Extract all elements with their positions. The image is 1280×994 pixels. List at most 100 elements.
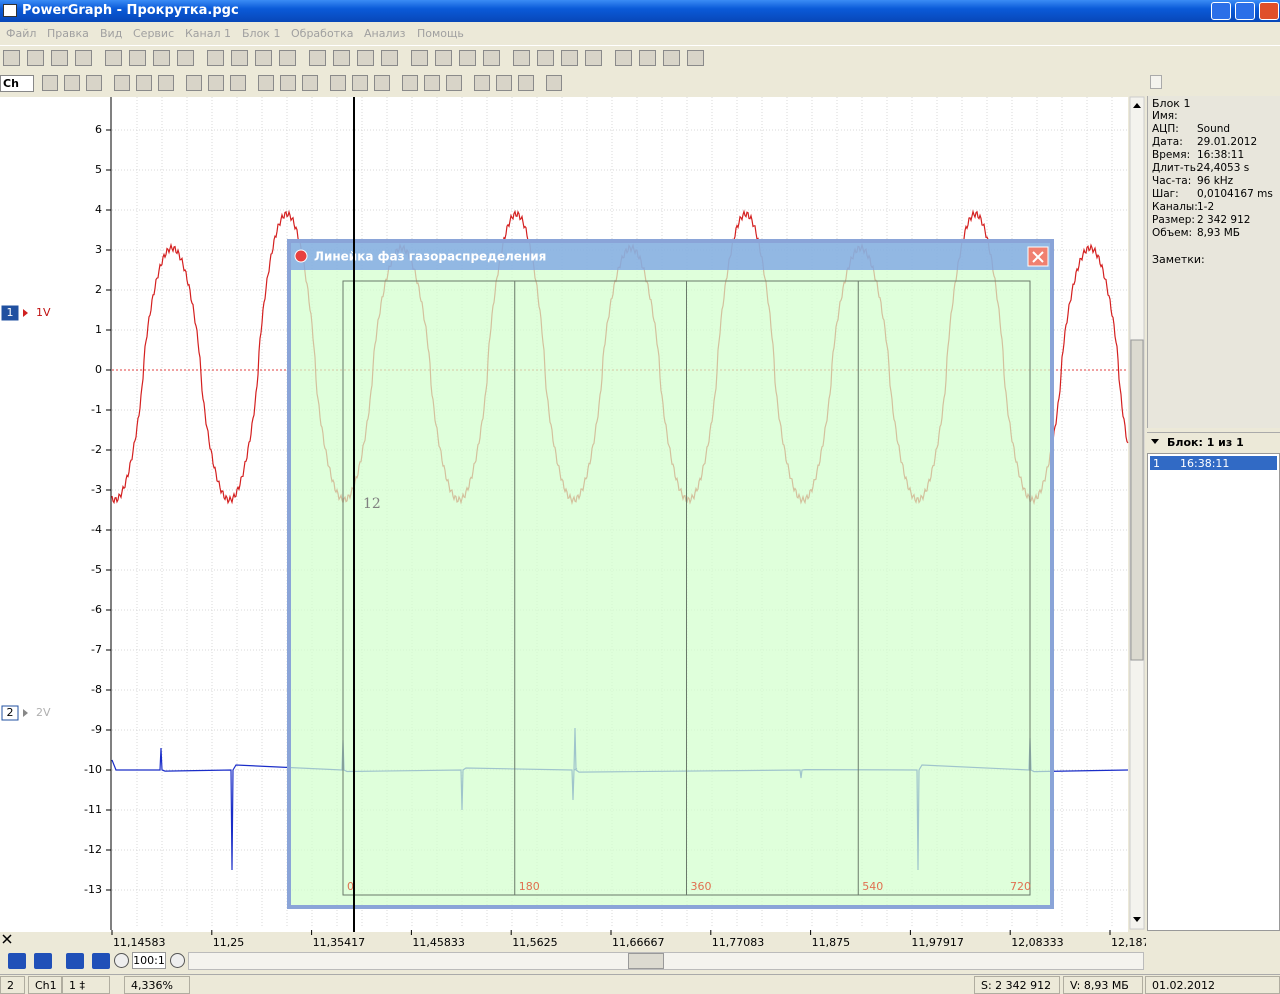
toolbar-button[interactable] xyxy=(381,50,398,66)
maximize-button[interactable] xyxy=(1235,2,1255,20)
info-value: 29.01.2012 xyxy=(1197,136,1258,148)
toolbar-button[interactable] xyxy=(537,50,554,66)
y-tick-label: -10 xyxy=(84,763,102,776)
status-cell: 01.02.2012 xyxy=(1145,976,1280,994)
x-tick-label: 11,14583 xyxy=(113,936,166,949)
toolbar-button[interactable] xyxy=(330,75,346,91)
toolbar-button[interactable] xyxy=(424,75,440,91)
toolbar-button[interactable] xyxy=(496,75,512,91)
block-row[interactable]: 1 16:38:11 xyxy=(1150,456,1277,470)
plot-area: 6 5 4 3 2 1 0 -1 -2 -3 -4 -5 -6 -7 -8 -9 -10 -11 -12 -13 11,… xyxy=(0,96,1146,949)
toolbar-button[interactable] xyxy=(352,75,368,91)
toolbar-button[interactable] xyxy=(177,50,194,66)
toolbar-button[interactable] xyxy=(136,75,152,91)
block-list: 1 16:38:11 xyxy=(1147,453,1280,931)
toolbar-button[interactable] xyxy=(158,75,174,91)
nav-button[interactable] xyxy=(92,953,110,969)
y-tick-label: -3 xyxy=(91,483,102,496)
info-value: 0,0104167 ms xyxy=(1197,188,1273,200)
channel-select[interactable]: Ch xyxy=(0,75,34,92)
toolbar-button[interactable] xyxy=(585,50,602,66)
scroll-thumb[interactable] xyxy=(1130,339,1144,661)
toolbar-button[interactable] xyxy=(333,50,350,66)
toolbar-button[interactable] xyxy=(27,50,44,66)
toolbar-button[interactable] xyxy=(483,50,500,66)
toolbar-button[interactable] xyxy=(258,75,274,91)
toolbar-button[interactable] xyxy=(435,50,452,66)
info-panel: Блок 1 Имя: АЦП: Sound Дата: 29.01.2012 Время:… xyxy=(1147,96,1280,428)
toolbar-button[interactable] xyxy=(639,50,656,66)
menu-item[interactable]: Анализ xyxy=(364,27,406,40)
nav-button[interactable] xyxy=(8,953,26,969)
y-tick-label: -8 xyxy=(91,683,102,696)
dropdown-arrow[interactable] xyxy=(1151,439,1159,444)
menu-item[interactable]: Помощь xyxy=(417,27,464,40)
toolbar-button[interactable] xyxy=(129,50,146,66)
toolbar-button[interactable] xyxy=(64,75,80,91)
toolbar-button[interactable] xyxy=(280,75,296,91)
toolbar-button[interactable] xyxy=(3,50,20,66)
y-tick-label: -9 xyxy=(91,723,102,736)
zoom-in[interactable] xyxy=(170,953,185,968)
zoom-out[interactable] xyxy=(114,953,129,968)
toolbar-button[interactable] xyxy=(663,50,680,66)
toolbar-button[interactable] xyxy=(207,50,224,66)
toolbar-button[interactable] xyxy=(255,50,272,66)
toolbar-button[interactable] xyxy=(153,50,170,66)
toolbar-button[interactable] xyxy=(86,75,102,91)
toolbar-button[interactable] xyxy=(411,50,428,66)
toolbar-button[interactable] xyxy=(279,50,296,66)
toolbar-button[interactable] xyxy=(302,75,318,91)
horizontal-thumb[interactable] xyxy=(628,953,664,969)
toolbar-button[interactable] xyxy=(114,75,130,91)
menu-item[interactable]: Сервис xyxy=(133,27,175,40)
info-label: АЦП: xyxy=(1152,123,1179,135)
dialog-title-bar xyxy=(291,243,1050,270)
menu-item[interactable]: Файл xyxy=(6,27,37,40)
toolbar-button[interactable] xyxy=(75,50,92,66)
dialog-close-glyph xyxy=(1032,251,1044,263)
toolbar-button[interactable] xyxy=(513,50,530,66)
y-tick-label: 2 xyxy=(95,283,102,296)
toolbar-button[interactable] xyxy=(474,75,490,91)
status-cell: V: 8,93 МБ xyxy=(1063,976,1143,994)
info-value: 2 342 912 xyxy=(1197,214,1251,226)
marker-label: 12 xyxy=(363,496,381,512)
toolbar-button[interactable] xyxy=(459,50,476,66)
toolbar-button[interactable] xyxy=(42,75,58,91)
toolbar-button[interactable] xyxy=(687,50,704,66)
toolbar-button[interactable] xyxy=(546,75,562,91)
block-cell: 1 xyxy=(1153,457,1160,470)
toolbar-button[interactable] xyxy=(561,50,578,66)
minimize-button[interactable] xyxy=(1211,2,1231,20)
toolbar-button[interactable] xyxy=(230,75,246,91)
menu-bar: Файл Правка Вид Сервис Канал 1 Блок 1 Обработк… xyxy=(0,22,1280,44)
toolbar-button[interactable] xyxy=(51,50,68,66)
menu-item[interactable]: Канал 1 xyxy=(185,27,232,40)
phase-label: 180 xyxy=(519,880,540,893)
info-value: 16:38:11 xyxy=(1197,149,1245,161)
nav-button[interactable] xyxy=(66,953,84,969)
toolbar-button[interactable] xyxy=(518,75,534,91)
x-tick-label: 11,97917 xyxy=(911,936,964,949)
toolbar-button[interactable] xyxy=(186,75,202,91)
toolbar-button[interactable] xyxy=(402,75,418,91)
toolbar-button[interactable] xyxy=(208,75,224,91)
toolbar-button[interactable] xyxy=(231,50,248,66)
menu-item[interactable]: Блок 1 xyxy=(242,27,281,40)
nav-button[interactable] xyxy=(34,953,52,969)
menu-item[interactable]: Обработка xyxy=(291,27,354,40)
panel-dropdown[interactable] xyxy=(1150,75,1162,89)
toolbar-button[interactable] xyxy=(309,50,326,66)
y-tick-label: -6 xyxy=(91,603,102,616)
horizontal-scrollbar[interactable] xyxy=(188,952,1144,970)
menu-item[interactable]: Правка xyxy=(47,27,89,40)
toolbar-button[interactable] xyxy=(446,75,462,91)
scroll-down xyxy=(1133,917,1141,922)
toolbar-button[interactable] xyxy=(374,75,390,91)
menu-item[interactable]: Вид xyxy=(100,27,123,40)
close-button[interactable] xyxy=(1259,2,1279,20)
toolbar-button[interactable] xyxy=(615,50,632,66)
toolbar-button[interactable] xyxy=(105,50,122,66)
toolbar-button[interactable] xyxy=(357,50,374,66)
